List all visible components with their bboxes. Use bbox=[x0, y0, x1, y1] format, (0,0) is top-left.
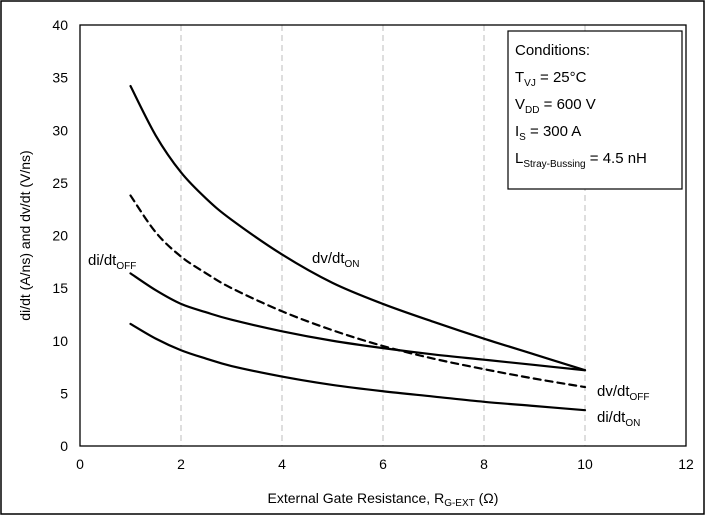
condition-symbol: I bbox=[515, 123, 519, 140]
conditions-border bbox=[507, 30, 683, 190]
condition-line-2: IS = 300 A bbox=[515, 123, 581, 143]
series-label-dvdt-off: dv/dtOFF bbox=[597, 383, 650, 403]
y-tick-label-7: 35 bbox=[52, 70, 68, 86]
x-axis-title-main: External Gate Resistance, R bbox=[268, 490, 445, 506]
y-tick-label-8: 40 bbox=[52, 17, 68, 33]
series-label-didt-on: di/dtON bbox=[597, 409, 640, 429]
x-tick-label-6: 12 bbox=[678, 456, 694, 472]
condition-value: = 4.5 nH bbox=[586, 150, 647, 167]
y-axis-title: di/dt (A/ns) and dv/dt (V/ns) bbox=[17, 150, 33, 320]
x-tick-label-0: 0 bbox=[76, 456, 84, 472]
x-tick-labels: 0 2 4 6 8 10 12 bbox=[76, 456, 694, 472]
x-tick-label-4: 8 bbox=[480, 456, 488, 472]
condition-line-1: VDD = 600 V bbox=[515, 96, 596, 116]
condition-subscript: S bbox=[519, 132, 526, 143]
condition-subscript: VJ bbox=[524, 78, 536, 89]
condition-symbol: T bbox=[515, 69, 524, 86]
series-line-didt-on bbox=[129, 322, 587, 412]
series-label-sub: OFF bbox=[630, 392, 650, 403]
series-label-main: di/dt bbox=[597, 409, 626, 426]
series-line-dvdt-on bbox=[129, 84, 587, 372]
series-label-main: dv/dt bbox=[312, 250, 345, 267]
x-axis-title-sub: G-EXT bbox=[444, 498, 475, 509]
x-tick-label-2: 4 bbox=[278, 456, 286, 472]
condition-subscript: Stray-Bussing bbox=[523, 159, 585, 170]
condition-line-3: LStray-Bussing = 4.5 nH bbox=[515, 150, 647, 170]
y-tick-label-3: 15 bbox=[52, 280, 68, 296]
series-label-main: dv/dt bbox=[597, 383, 630, 400]
x-axis-title-unit: (Ω) bbox=[475, 490, 499, 506]
series-label-dvdt-on: dv/dtON bbox=[312, 250, 360, 270]
condition-value: = 25°C bbox=[536, 69, 587, 86]
y-tick-label-4: 20 bbox=[52, 228, 68, 244]
series-label-main: di/dt bbox=[88, 252, 117, 269]
x-axis-title: External Gate Resistance, RG-EXT (Ω) bbox=[268, 490, 499, 509]
condition-line-0: TVJ = 25°C bbox=[515, 69, 587, 89]
condition-symbol: V bbox=[515, 96, 525, 113]
condition-value: = 300 A bbox=[526, 123, 581, 140]
y-tick-label-2: 10 bbox=[52, 333, 68, 349]
x-tick-label-5: 10 bbox=[577, 456, 593, 472]
x-tick-label-3: 6 bbox=[379, 456, 387, 472]
conditions-box: Conditions: TVJ = 25°C VDD = 600 V IS = 300… bbox=[507, 30, 683, 190]
y-tick-labels: 0 5 10 15 20 25 30 35 40 bbox=[52, 17, 68, 454]
condition-symbol: L bbox=[515, 150, 523, 167]
y-tick-label-5: 25 bbox=[52, 175, 68, 191]
series-line-didt-off bbox=[129, 272, 587, 372]
y-tick-label-6: 30 bbox=[52, 122, 68, 138]
series-label-sub: ON bbox=[625, 418, 640, 429]
series-line-dvdt-off bbox=[129, 194, 587, 389]
x-tick-label-1: 2 bbox=[177, 456, 185, 472]
y-tick-label-0: 0 bbox=[60, 438, 68, 454]
y-tick-label-1: 5 bbox=[60, 385, 68, 401]
series-label-sub: OFF bbox=[116, 261, 136, 272]
series-label-sub: ON bbox=[345, 259, 360, 270]
plot-area bbox=[79, 24, 687, 447]
series-lines bbox=[129, 84, 587, 412]
condition-subscript: DD bbox=[525, 105, 539, 116]
conditions-title: Conditions: bbox=[515, 42, 590, 59]
series-label-didt-off: di/dtOFF bbox=[88, 252, 136, 272]
condition-value: = 600 V bbox=[539, 96, 595, 113]
